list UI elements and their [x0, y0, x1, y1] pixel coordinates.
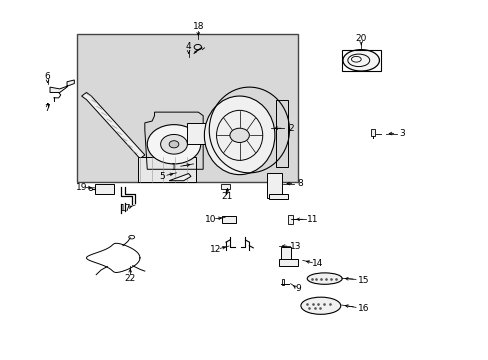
Text: 14: 14: [311, 260, 323, 269]
Ellipse shape: [169, 141, 179, 148]
Text: 10: 10: [204, 215, 216, 224]
Text: 6: 6: [44, 72, 50, 81]
Ellipse shape: [306, 273, 342, 284]
Bar: [267, 173, 282, 198]
Bar: [287, 215, 292, 224]
Text: 13: 13: [289, 242, 301, 251]
Bar: [370, 129, 374, 136]
Bar: [187, 123, 214, 144]
Text: 9: 9: [294, 284, 300, 293]
Text: 8: 8: [297, 179, 303, 188]
Text: 21: 21: [222, 192, 233, 201]
Text: 7: 7: [44, 104, 50, 113]
Text: 3: 3: [399, 129, 405, 138]
Text: 2: 2: [287, 124, 293, 133]
Text: 4: 4: [185, 41, 191, 50]
Bar: [282, 279, 284, 285]
Ellipse shape: [147, 125, 201, 164]
Bar: [268, 194, 287, 199]
Text: 18: 18: [192, 22, 203, 31]
Text: 15: 15: [357, 275, 368, 284]
Ellipse shape: [229, 128, 249, 143]
Polygon shape: [50, 80, 74, 93]
Bar: [222, 216, 235, 223]
Bar: [281, 247, 290, 264]
Bar: [341, 50, 380, 71]
Ellipse shape: [300, 297, 340, 314]
Text: 19: 19: [76, 183, 87, 192]
Text: 20: 20: [355, 35, 366, 44]
Bar: [95, 184, 114, 194]
Text: 5: 5: [159, 172, 164, 181]
Text: 17: 17: [120, 204, 131, 213]
Text: 22: 22: [124, 274, 136, 283]
Ellipse shape: [204, 96, 274, 175]
Bar: [276, 100, 287, 167]
Bar: [77, 33, 297, 182]
Ellipse shape: [342, 50, 379, 71]
Bar: [137, 157, 196, 182]
Bar: [221, 184, 229, 189]
Text: 1: 1: [171, 163, 177, 172]
Polygon shape: [81, 93, 144, 158]
Text: 12: 12: [209, 245, 221, 254]
Text: 16: 16: [357, 304, 368, 313]
Ellipse shape: [160, 134, 187, 154]
Polygon shape: [169, 174, 191, 181]
Bar: [278, 259, 297, 266]
Text: 11: 11: [306, 215, 318, 224]
